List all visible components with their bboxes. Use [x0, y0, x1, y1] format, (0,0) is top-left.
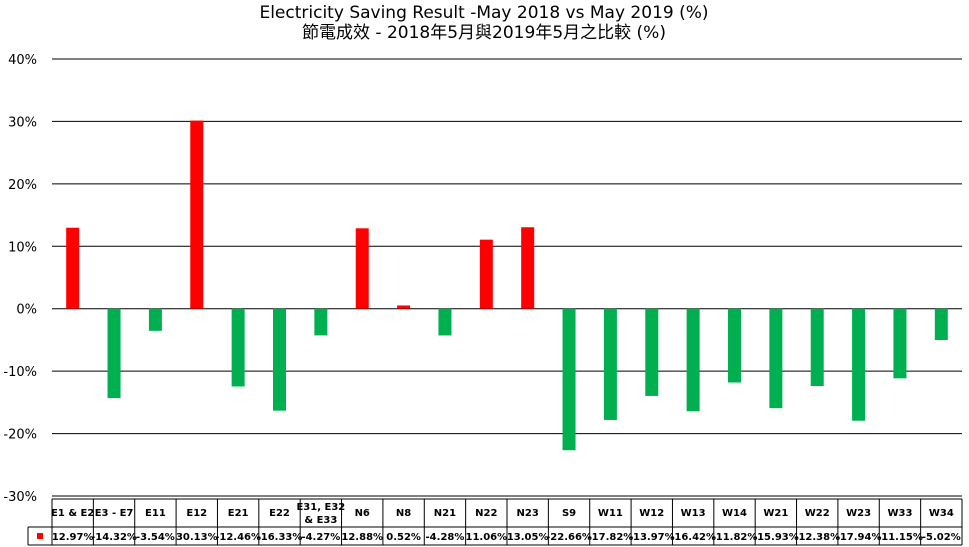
bar-e1-e2 — [66, 227, 80, 309]
category-label: W34 — [929, 508, 954, 519]
bar-w33 — [893, 308, 907, 379]
y-tick-label: -30% — [3, 490, 37, 505]
value-label: 12.88% — [341, 532, 383, 543]
value-label: -13.97% — [629, 532, 675, 543]
bar-w14 — [728, 308, 741, 383]
category-label: N8 — [396, 508, 411, 519]
bar-w12 — [645, 308, 659, 396]
bar-e11 — [148, 308, 162, 331]
bar-w23 — [852, 308, 866, 421]
bar-w34 — [934, 308, 948, 341]
value-label: -22.66% — [546, 532, 592, 543]
category-label: W23 — [846, 508, 871, 519]
y-tick-label: 10% — [8, 240, 37, 255]
category-label: W22 — [805, 508, 830, 519]
category-label: E22 — [269, 508, 290, 519]
category-label: N23 — [517, 508, 539, 519]
chart-subtitle: 節電成效 - 2018年5月與2019年5月之比較 (%) — [302, 23, 666, 43]
bar-w22 — [810, 308, 824, 387]
category-label: E11 — [145, 508, 166, 519]
value-label: -12.46% — [215, 532, 261, 543]
bar-n8 — [397, 305, 411, 309]
value-label: -5.02% — [922, 532, 961, 543]
category-label: W14 — [722, 508, 747, 519]
chart-title: Electricity Saving Result -May 2018 vs M… — [259, 3, 708, 23]
y-tick-label: 0% — [16, 303, 37, 318]
bar-n23 — [521, 227, 535, 309]
category-label: N21 — [434, 508, 456, 519]
value-label: -11.15% — [877, 532, 923, 543]
value-label: 13.05% — [507, 532, 549, 543]
legend-marker — [37, 533, 43, 539]
value-label: -11.82% — [712, 532, 758, 543]
data-table: E1 & E2 12.97% E3 - E7 -14.32% E11 -3.54% E12 3… — [27, 498, 963, 546]
category-label: N22 — [475, 508, 497, 519]
bar-w13 — [686, 308, 700, 412]
bar-n21 — [438, 308, 452, 336]
category-label: N6 — [355, 508, 370, 519]
gridlines — [52, 58, 962, 497]
value-label: -17.94% — [836, 532, 882, 543]
value-label: 0.52% — [386, 532, 421, 543]
bar-e31-e32-e33 — [314, 308, 328, 336]
bars — [66, 120, 948, 451]
category-label: E12 — [186, 508, 207, 519]
bar-w11 — [603, 308, 617, 420]
category-label: E31, E32 — [296, 502, 345, 513]
value-label: -12.38% — [794, 532, 840, 543]
category-label: W33 — [887, 508, 912, 519]
bar-e12 — [190, 120, 204, 309]
value-label: -4.27% — [301, 532, 340, 543]
y-tick-label: 30% — [8, 115, 37, 130]
value-label: -3.54% — [136, 532, 175, 543]
y-axis-ticks: 40% 30% 20% 10% 0% -10% -20% -30% — [3, 53, 37, 505]
y-tick-label: -10% — [3, 365, 37, 380]
category-label: S9 — [562, 508, 576, 519]
y-tick-label: 20% — [8, 178, 37, 193]
y-tick-label: 40% — [8, 53, 37, 68]
value-label: -16.42% — [670, 532, 716, 543]
value-label: 30.13% — [176, 532, 218, 543]
value-label: -4.28% — [426, 532, 465, 543]
bar-w21 — [769, 308, 783, 409]
category-label: E3 - E7 — [95, 508, 134, 519]
category-label: W12 — [639, 508, 664, 519]
value-label: -17.82% — [588, 532, 634, 543]
value-label: -15.93% — [753, 532, 799, 543]
value-label: 11.06% — [465, 532, 507, 543]
category-label: & E33 — [304, 515, 337, 526]
value-label: -14.32% — [91, 532, 137, 543]
bar-e22 — [273, 308, 286, 411]
category-label: E1 & E2 — [51, 508, 94, 519]
category-label: W13 — [681, 508, 706, 519]
category-label: W21 — [763, 508, 788, 519]
bar-n6 — [355, 228, 369, 309]
bar-n22 — [479, 239, 493, 309]
category-label: W11 — [598, 508, 623, 519]
value-label: -16.33% — [257, 532, 303, 543]
bar-s9 — [562, 308, 576, 451]
category-label: E21 — [228, 508, 249, 519]
y-tick-label: -20% — [3, 428, 37, 443]
value-label: 12.97% — [52, 532, 94, 543]
bar-e3-e7 — [107, 308, 121, 399]
bar-e21 — [231, 308, 245, 387]
